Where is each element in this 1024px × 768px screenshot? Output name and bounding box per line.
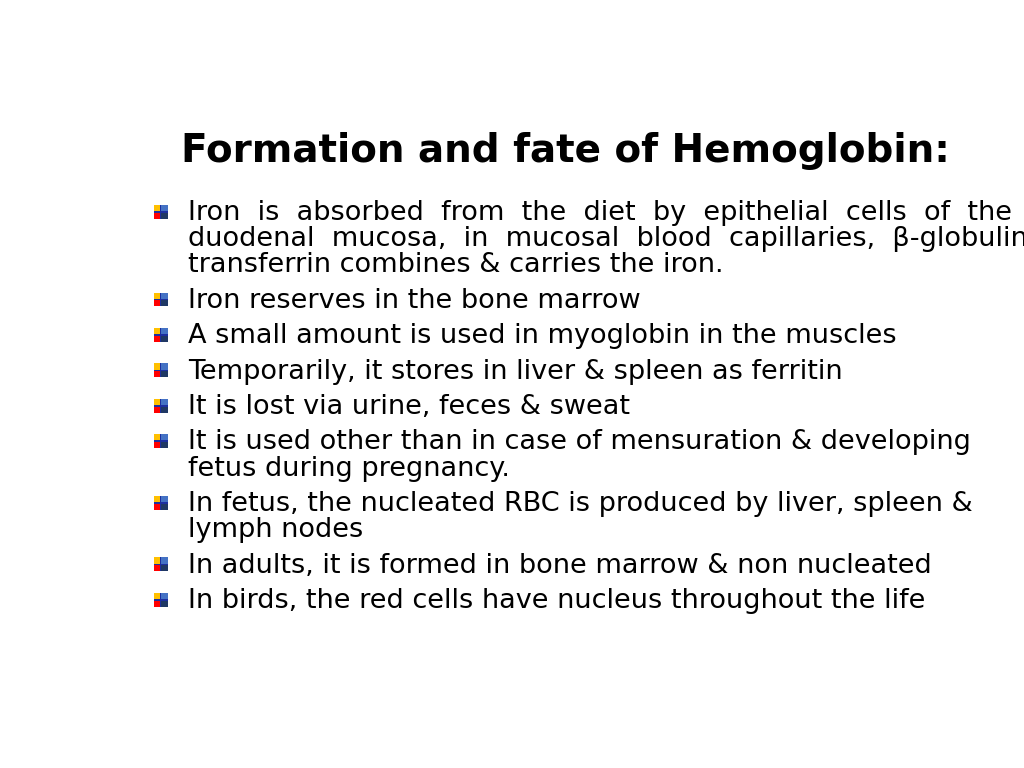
Bar — [162, 213, 168, 219]
Text: transferrin combines & carries the iron.: transferrin combines & carries the iron. — [188, 253, 724, 278]
Text: lymph nodes: lymph nodes — [188, 517, 364, 543]
Bar — [162, 293, 168, 299]
Bar — [160, 593, 162, 607]
Bar — [154, 334, 168, 336]
Bar — [160, 293, 162, 306]
Bar — [162, 504, 168, 510]
Bar — [162, 565, 168, 571]
Bar — [154, 213, 160, 219]
Text: duodenal  mucosa,  in  mucosal  blood  capillaries,  β-globulin: duodenal mucosa, in mucosal blood capill… — [188, 226, 1024, 252]
Text: Iron reserves in the bone marrow: Iron reserves in the bone marrow — [188, 288, 641, 314]
Bar — [154, 299, 168, 300]
Bar — [154, 399, 160, 405]
Bar — [162, 558, 168, 564]
Bar — [154, 211, 168, 213]
Bar — [160, 363, 162, 377]
Bar — [162, 336, 168, 342]
Bar — [154, 558, 160, 564]
Text: In fetus, the nucleated RBC is produced by liver, spleen &: In fetus, the nucleated RBC is produced … — [188, 491, 973, 517]
Text: Iron  is  absorbed  from  the  diet  by  epithelial  cells  of  the: Iron is absorbed from the diet by epithe… — [188, 200, 1013, 226]
Bar — [162, 442, 168, 449]
Text: In adults, it is formed in bone marrow & non nucleated: In adults, it is formed in bone marrow &… — [188, 553, 932, 578]
Bar — [154, 205, 160, 211]
Bar — [162, 363, 168, 369]
Bar — [154, 405, 168, 406]
Bar — [154, 599, 168, 601]
Text: fetus during pregnancy.: fetus during pregnancy. — [188, 455, 510, 482]
Bar — [154, 406, 160, 412]
Bar — [162, 399, 168, 405]
Bar — [162, 300, 168, 306]
Text: Temporarily, it stores in liver & spleen as ferritin: Temporarily, it stores in liver & spleen… — [188, 359, 843, 385]
Bar — [154, 371, 160, 377]
Bar — [154, 601, 160, 607]
Text: In birds, the red cells have nucleus throughout the life: In birds, the red cells have nucleus thr… — [188, 588, 926, 614]
Bar — [162, 205, 168, 211]
Bar — [154, 504, 160, 510]
Bar — [154, 336, 160, 342]
Bar — [162, 328, 168, 334]
Bar — [154, 434, 160, 440]
Bar — [162, 601, 168, 607]
Bar — [154, 293, 160, 299]
Bar — [154, 328, 160, 334]
Bar — [162, 406, 168, 412]
Bar — [160, 434, 162, 449]
Bar — [162, 593, 168, 599]
Bar — [154, 593, 160, 599]
Text: It is lost via urine, feces & sweat: It is lost via urine, feces & sweat — [188, 394, 631, 420]
Bar — [154, 369, 168, 371]
Bar — [154, 496, 160, 502]
Bar — [154, 440, 168, 442]
Bar — [160, 205, 162, 219]
Text: It is used other than in case of mensuration & developing: It is used other than in case of mensura… — [188, 429, 972, 455]
Bar — [160, 328, 162, 342]
Bar — [154, 363, 160, 369]
Bar — [160, 496, 162, 510]
Bar — [160, 558, 162, 571]
Bar — [154, 565, 160, 571]
Bar — [162, 434, 168, 440]
Bar — [162, 371, 168, 377]
Bar — [162, 496, 168, 502]
Bar — [154, 564, 168, 565]
Bar — [154, 442, 160, 449]
Text: Formation and fate of Hemoglobin:: Formation and fate of Hemoglobin: — [180, 132, 949, 170]
Bar — [154, 300, 160, 306]
Text: A small amount is used in myoglobin in the muscles: A small amount is used in myoglobin in t… — [188, 323, 897, 349]
Bar — [160, 399, 162, 412]
Bar — [154, 502, 168, 504]
